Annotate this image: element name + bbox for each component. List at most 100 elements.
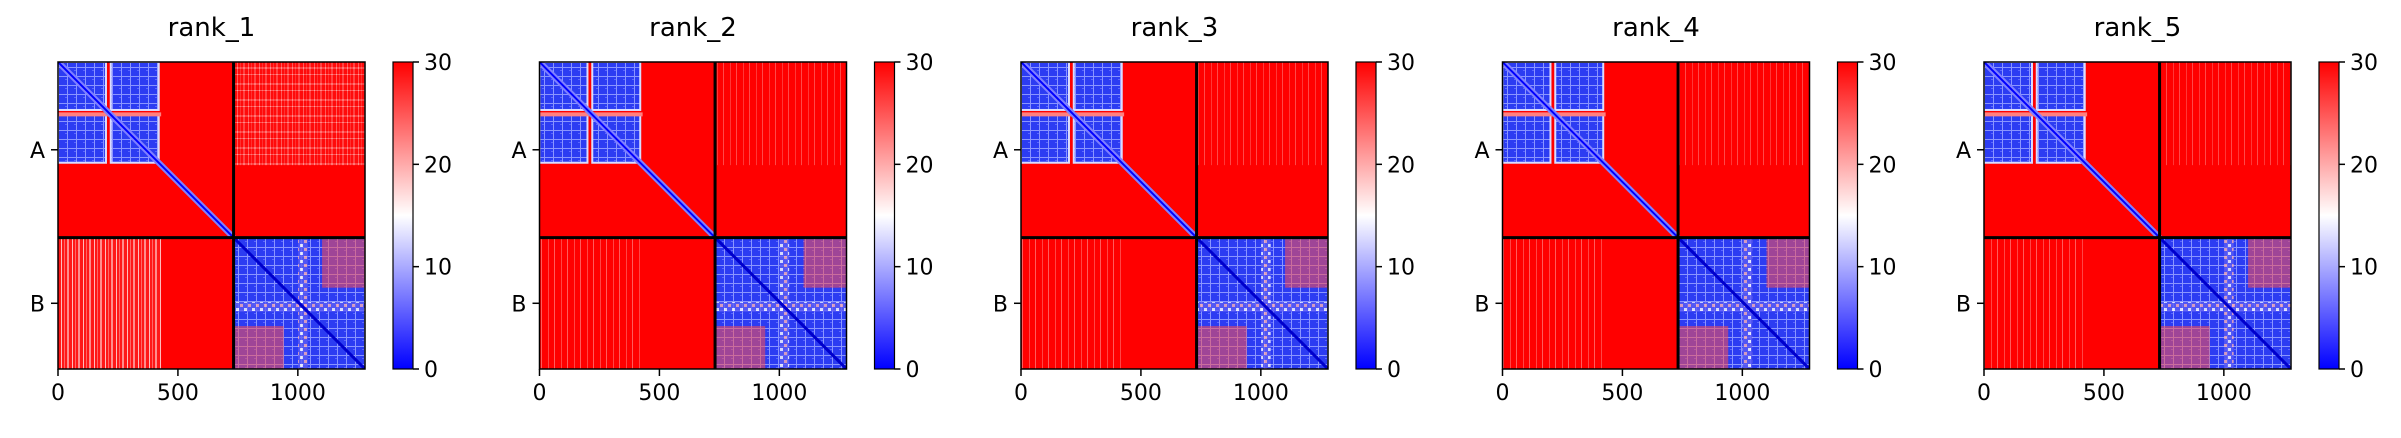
block-a-b: [1196, 62, 1328, 166]
b-cross-h: [1196, 302, 1328, 312]
colorbar-tick-label: 10: [424, 256, 452, 281]
y-tick-label: A: [993, 139, 1008, 164]
block-a-b: [2159, 62, 2291, 166]
colorbar-tick-label: 20: [1387, 153, 1415, 178]
colorbar-gradient: [392, 61, 414, 370]
heatmap-panel-5: rank_5 0 500 1000 A B 0 10 20 30: [1956, 13, 2378, 406]
heatmap-panel-2: rank_2 0 500 1000 A B 0 10 20 30: [511, 13, 933, 406]
b-cross-h: [1678, 302, 1810, 312]
domain-block-a: [109, 62, 160, 111]
domain-block-a: [591, 62, 642, 111]
colorbar-tick-label: 0: [1869, 358, 1883, 383]
x-tick-label: 0: [1014, 381, 1028, 406]
x-tick-label: 0: [1496, 381, 1510, 406]
colorbar-tick-label: 20: [906, 153, 934, 178]
diagonal-a-core: [539, 62, 716, 239]
diagonal-b: [1195, 236, 1328, 369]
heatmap-cells: [58, 62, 365, 369]
b-moderate-region: [1766, 237, 1810, 288]
heatmap-cells: [1502, 62, 1810, 369]
x-tick-label: 1000: [270, 381, 326, 406]
y-tick-label: B: [30, 292, 45, 317]
colorbar-tick-label: 10: [1387, 256, 1415, 281]
colorbar-tick-label: 30: [1869, 51, 1897, 76]
heatmap-panel-1: rank_1 0 500 1000 A B 0 10 20 30: [30, 13, 452, 406]
colorbar: 0 10 20 30: [392, 51, 452, 383]
panel-title: rank_4: [1612, 13, 1700, 43]
y-tick-label: B: [993, 292, 1008, 317]
b-moderate-region: [2159, 326, 2210, 369]
diagonal-b: [2158, 236, 2291, 369]
y-tick-label: B: [511, 292, 526, 317]
block-b-a: [58, 237, 162, 369]
colorbar-tick-label: 0: [1387, 358, 1401, 383]
block-b-a: [1984, 237, 2088, 369]
axes-frame: [1020, 61, 1329, 370]
diagonal-a-core: [1984, 62, 2161, 239]
x-tick-label: 500: [157, 381, 199, 406]
colorbar-tick-label: 20: [424, 153, 452, 178]
x-tick-label: 1000: [751, 381, 807, 406]
colorbar-tick-label: 10: [906, 256, 934, 281]
x-tick-label: 500: [1120, 381, 1162, 406]
b-moderate-region: [1196, 326, 1247, 369]
colorbar: 0 10 20 30: [1355, 51, 1415, 383]
domain-block-a: [1072, 62, 1123, 111]
b-moderate-region: [715, 326, 766, 369]
colorbar-gradient: [1355, 61, 1377, 370]
domain-block-a: [539, 113, 589, 164]
colorbar-gradient: [2318, 61, 2340, 370]
domain-block-a: [1554, 62, 1605, 111]
heatmap-cells: [1021, 62, 1328, 369]
colorbar-tick-label: 30: [906, 51, 934, 76]
axes-frame: [1501, 61, 1811, 370]
b-cross-h: [715, 302, 847, 312]
colorbar: 0 10 20 30: [2318, 51, 2378, 383]
x-tick-label: 500: [638, 381, 680, 406]
axes-frame: [538, 61, 848, 370]
b-moderate-region: [1285, 237, 1328, 288]
x-tick-label: 1000: [1233, 381, 1289, 406]
diagonal-a-core: [58, 62, 235, 239]
x-tick-label: 0: [533, 381, 547, 406]
block-a-b: [1678, 62, 1810, 166]
block-b-a: [1502, 237, 1606, 369]
y-tick-label: A: [1474, 139, 1489, 164]
colorbar-tick-label: 10: [1869, 256, 1897, 281]
b-moderate-region: [322, 237, 365, 288]
colorbar-gradient: [1836, 61, 1859, 370]
colorbar-tick-label: 0: [906, 358, 920, 383]
heatmap-panel-4: rank_4 0 500 1000 A B 0 10 20 30: [1474, 13, 1896, 406]
heatmap-cells: [1984, 62, 2291, 369]
colorbar-tick-label: 0: [424, 358, 438, 383]
colorbar-tick-label: 20: [2350, 153, 2378, 178]
b-cross-h: [2159, 302, 2291, 312]
block-a-b: [715, 62, 847, 166]
axes-frame: [57, 61, 366, 370]
colorbar: 0 10 20 30: [1836, 51, 1897, 383]
y-tick-label: A: [1956, 139, 1971, 164]
heatmap-panel-3: rank_3 0 500 1000 A B 0 10 20 30: [993, 13, 1415, 406]
panel-title: rank_3: [1131, 13, 1219, 43]
domain-block-a: [2035, 62, 2086, 111]
b-moderate-region: [1678, 326, 1729, 369]
axes-frame: [1983, 61, 2292, 370]
panel-title: rank_1: [168, 13, 256, 43]
b-moderate-region: [803, 237, 847, 288]
colorbar-tick-label: 0: [2350, 358, 2364, 383]
colorbar: 0 10 20 30: [873, 51, 934, 383]
x-tick-label: 1000: [1714, 381, 1770, 406]
x-tick-label: 500: [1601, 381, 1643, 406]
y-tick-label: B: [1474, 292, 1489, 317]
diagonal-b: [1677, 236, 1810, 369]
panel-title: rank_2: [649, 13, 737, 43]
diagonal-a-core: [1502, 62, 1679, 239]
colorbar-tick-label: 20: [1869, 153, 1897, 178]
domain-block-a: [1502, 113, 1552, 164]
domain-block-a: [58, 113, 107, 164]
b-moderate-region: [233, 326, 284, 369]
x-tick-label: 500: [2083, 381, 2125, 406]
x-tick-label: 1000: [2196, 381, 2252, 406]
colorbar-tick-label: 30: [2350, 51, 2378, 76]
